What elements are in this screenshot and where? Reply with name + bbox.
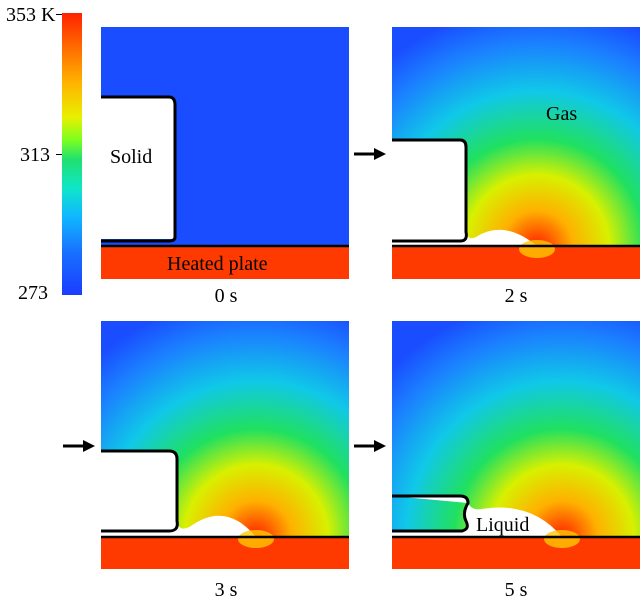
liquid-label: Liquid: [476, 514, 530, 536]
time-label-5s: 5 s: [504, 579, 528, 601]
heated-plate-label: Heated plate: [167, 253, 268, 275]
heated-plate: [101, 245, 349, 279]
panel-5s: [392, 321, 640, 569]
hot-spot: [238, 530, 274, 548]
time-label-3s: 3 s: [214, 579, 238, 601]
panel-0s: [101, 27, 349, 279]
heated-plate: [101, 536, 349, 569]
colorbar-mid-label: 313: [20, 144, 50, 166]
heated-plate: [392, 536, 640, 569]
arrow-icon: [63, 440, 95, 452]
panel-2s: [392, 27, 640, 279]
gas-label: Gas: [546, 103, 578, 125]
colorbar-tick-max: [56, 14, 62, 15]
time-label-0s: 0 s: [214, 285, 238, 307]
temperature-colorbar: [62, 13, 82, 295]
colorbar-max-label: 353 K: [6, 4, 56, 26]
solid-outline: [392, 494, 470, 533]
panel-3s: [101, 321, 349, 569]
colorbar-tick-mid: [56, 154, 62, 155]
solid-outline: [101, 95, 177, 243]
solid-outline: [392, 138, 468, 243]
time-label-2s: 2 s: [504, 285, 528, 307]
solid-and-liquid: [392, 496, 562, 537]
solid-and-liquid: [101, 451, 256, 537]
arrow-icon: [354, 148, 386, 160]
heated-plate: [392, 245, 640, 279]
temperature-field: [392, 321, 640, 537]
solid-outline: [101, 449, 179, 533]
solid-block: [101, 97, 175, 239]
arrow-icon: [354, 440, 386, 452]
colorbar-min-label: 273: [18, 282, 48, 304]
hot-spot: [519, 240, 555, 258]
hot-spot: [544, 530, 580, 548]
solid-label: Solid: [110, 146, 153, 168]
